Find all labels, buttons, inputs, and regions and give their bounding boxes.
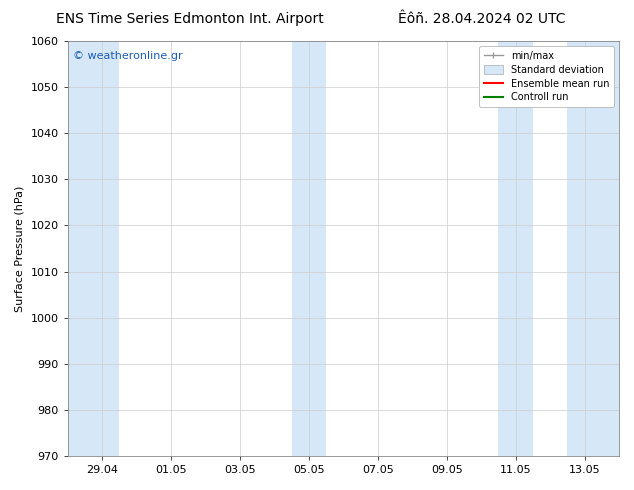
Bar bbox=[292, 41, 326, 456]
Y-axis label: Surface Pressure (hPa): Surface Pressure (hPa) bbox=[15, 185, 25, 312]
Bar bbox=[498, 41, 533, 456]
Bar bbox=[567, 41, 619, 456]
Text: Êôñ. 28.04.2024 02 UTC: Êôñ. 28.04.2024 02 UTC bbox=[398, 12, 566, 26]
Bar bbox=[68, 41, 119, 456]
Text: ENS Time Series Edmonton Int. Airport: ENS Time Series Edmonton Int. Airport bbox=[56, 12, 324, 26]
Legend: min/max, Standard deviation, Ensemble mean run, Controll run: min/max, Standard deviation, Ensemble me… bbox=[479, 46, 614, 107]
Text: © weatheronline.gr: © weatheronline.gr bbox=[73, 51, 183, 61]
